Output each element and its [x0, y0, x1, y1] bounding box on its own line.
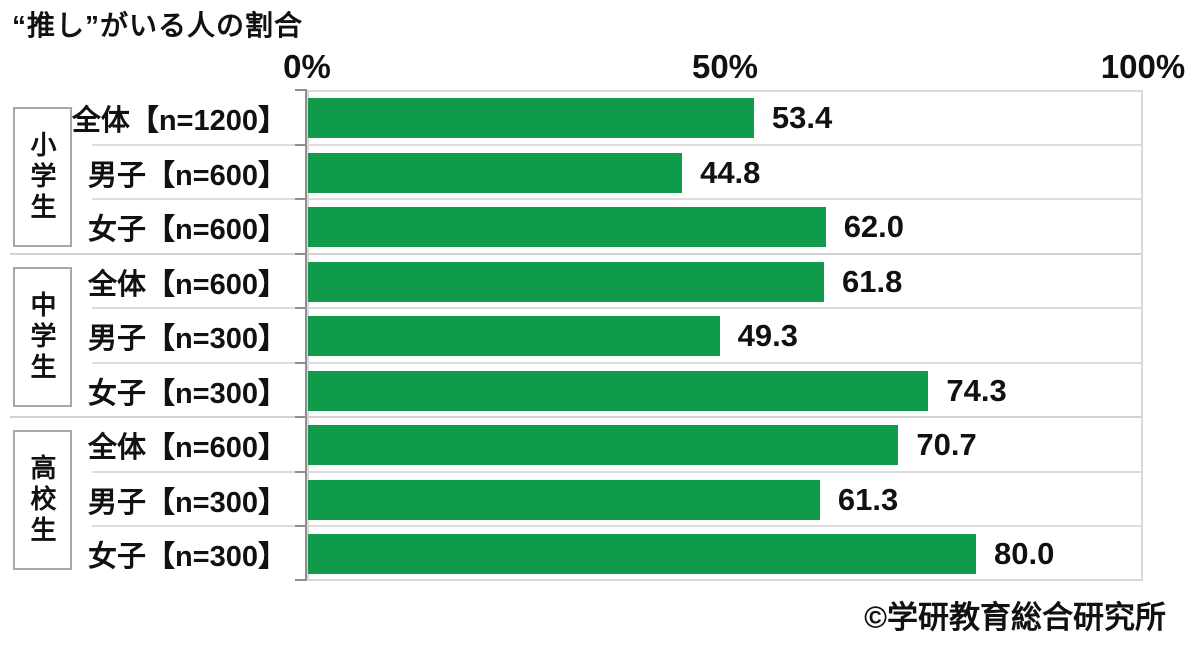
axis-tick [295, 471, 307, 473]
row-separator [92, 525, 1141, 527]
bar-value-label: 44.8 [700, 154, 761, 190]
bar-value-label: 61.3 [837, 481, 899, 517]
bar-value-label: 61.8 [842, 263, 903, 299]
bar [308, 424, 899, 465]
bar-value-label: 49.3 [737, 317, 798, 353]
row-separator [92, 471, 1141, 473]
row-label: 全体【n=600】 [87, 268, 287, 301]
y-axis-line [305, 90, 307, 581]
group-label-high-school: 高校生 [13, 430, 72, 570]
bar-row: 61.8 [308, 254, 1143, 309]
axis-tick [295, 253, 307, 255]
bar-row: 74.3 [308, 363, 1143, 418]
axis-tick [295, 525, 307, 527]
bar [308, 479, 820, 520]
row-label: 男子【n=300】 [87, 486, 287, 519]
axis-tick [295, 198, 307, 200]
chart-title: “推し”がいる人の割合 [12, 10, 304, 41]
group-label-junior-high: 中学生 [13, 267, 72, 407]
x-axis-tick-0: 0% [283, 48, 331, 85]
row-separator [92, 307, 1141, 309]
bar-row: 44.8 [308, 145, 1143, 200]
row-label: 女子【n=600】 [87, 213, 287, 246]
bar-value-label: 62.0 [843, 208, 905, 244]
axis-tick [295, 362, 307, 364]
row-label: 全体【n=1200】 [71, 104, 287, 137]
row-label: 女子【n=300】 [87, 377, 287, 410]
row-label: 全体【n=600】 [87, 431, 287, 464]
row-label: 女子【n=300】 [87, 540, 287, 573]
bar-value-label: 74.3 [946, 372, 1007, 408]
row-label: 男子【n=300】 [87, 322, 287, 355]
row-label: 男子【n=600】 [87, 159, 287, 192]
bar [308, 97, 754, 138]
bar [308, 261, 825, 302]
bar-row: 80.0 [308, 526, 1143, 581]
row-separator [92, 144, 1141, 146]
bar-row: 61.3 [308, 472, 1143, 527]
axis-tick [295, 144, 307, 146]
x-axis-tick-50: 50% [691, 48, 759, 85]
axis-tick [295, 416, 307, 418]
bar-value-label: 80.0 [994, 535, 1055, 571]
bar-row: 62.0 [308, 199, 1143, 254]
bar-row: 70.7 [308, 417, 1143, 472]
row-separator [92, 362, 1141, 364]
bar [308, 206, 826, 247]
bar [308, 533, 976, 574]
x-axis-tick-100: 100% [1100, 48, 1186, 85]
axis-tick [295, 89, 307, 91]
bar [308, 370, 929, 411]
group-separator [10, 416, 1141, 418]
row-separator [92, 198, 1141, 200]
bar-row: 49.3 [308, 308, 1143, 363]
axis-tick [295, 307, 307, 309]
bar-value-label: 70.7 [916, 426, 977, 462]
bar-row: 53.4 [308, 90, 1143, 145]
bar-value-label: 53.4 [771, 99, 833, 135]
axis-tick [295, 579, 307, 581]
copyright-credit: ©学研教育総合研究所 [864, 600, 1166, 635]
group-label-elementary: 小学生 [13, 107, 72, 247]
bar [308, 152, 683, 193]
group-separator [10, 253, 1141, 255]
bar [308, 315, 720, 356]
